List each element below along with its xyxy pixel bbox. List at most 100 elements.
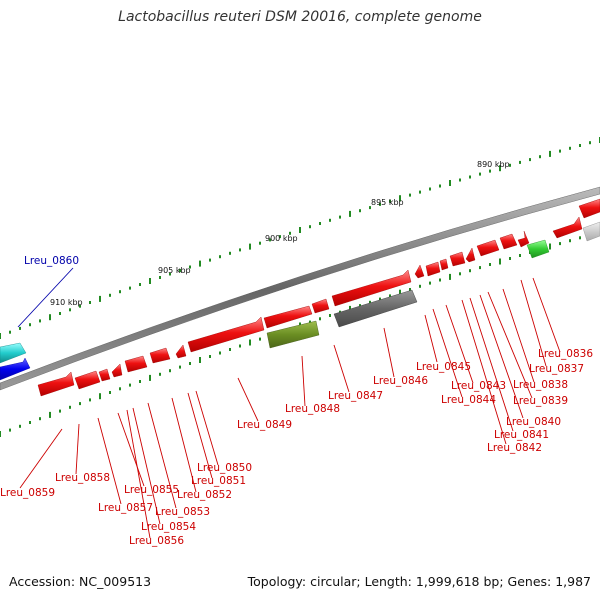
major-tick xyxy=(299,227,301,233)
major-tick xyxy=(0,333,1,339)
gene-labels: Lreu_0836 Lreu_0837 Lreu_0838 Lreu_0839 … xyxy=(0,255,593,547)
major-tick xyxy=(449,273,451,280)
minor-tick xyxy=(159,276,161,279)
gene-arrow xyxy=(124,355,148,373)
minor-tick xyxy=(229,251,231,255)
minor-tick xyxy=(329,314,331,317)
minor-tick xyxy=(9,428,11,432)
inner-scale-ring xyxy=(0,229,600,437)
minor-tick xyxy=(79,402,81,406)
leader-line xyxy=(424,314,438,363)
minor-tick xyxy=(179,365,181,369)
major-tick xyxy=(99,393,101,400)
minor-tick xyxy=(389,199,391,203)
minor-tick xyxy=(19,326,21,330)
leader-line xyxy=(126,409,151,539)
gene-label-lreu-0840: Lreu_0840 xyxy=(506,416,561,428)
gene-label-lreu-0842: Lreu_0842 xyxy=(487,442,542,454)
leader-line xyxy=(187,392,213,479)
forward-strand-genes xyxy=(37,198,600,397)
minor-tick xyxy=(479,172,481,176)
tick-label-900: 900 kbp xyxy=(265,234,298,243)
minor-tick xyxy=(509,257,511,260)
major-tick xyxy=(399,195,401,202)
minor-tick xyxy=(359,304,361,308)
minor-tick xyxy=(229,348,231,351)
accession-text: Accession: NC_009513 xyxy=(9,574,152,589)
minor-tick xyxy=(109,391,111,394)
minor-tick xyxy=(589,141,591,145)
minor-tick xyxy=(179,269,181,272)
minor-tick xyxy=(359,209,361,213)
minor-tick xyxy=(59,409,61,413)
minor-tick xyxy=(329,218,331,222)
leader-line xyxy=(461,299,507,445)
reverse-gene-grey-light xyxy=(582,221,600,242)
minor-tick xyxy=(419,190,421,194)
major-tick xyxy=(249,339,251,346)
reverse-gene-grey xyxy=(333,289,418,328)
minor-tick xyxy=(289,231,291,235)
major-tick xyxy=(49,314,51,321)
minor-tick xyxy=(29,421,31,424)
leader-line xyxy=(520,279,547,367)
gene-arrow xyxy=(111,363,123,378)
leader-line xyxy=(445,304,474,384)
leader-line xyxy=(97,417,122,505)
gene-label-lreu-0847: Lreu_0847 xyxy=(328,390,383,402)
gene-label-lreu-0843: Lreu_0843 xyxy=(451,380,506,392)
minor-tick xyxy=(409,193,411,197)
leader-line xyxy=(132,407,161,525)
leader-line xyxy=(469,297,514,432)
minor-tick xyxy=(39,319,41,323)
gene-label-lreu-0852: Lreu_0852 xyxy=(177,489,232,501)
minor-tick xyxy=(239,248,241,252)
minor-tick xyxy=(419,284,421,288)
gene-label-lreu-0853: Lreu_0853 xyxy=(155,506,210,518)
gene-cyan xyxy=(0,342,27,364)
minor-tick xyxy=(439,184,441,188)
minor-tick xyxy=(579,144,581,147)
minor-tick xyxy=(219,255,221,259)
gene-label-lreu-0837: Lreu_0837 xyxy=(529,363,584,375)
major-tick xyxy=(349,210,351,217)
leader-line xyxy=(432,308,463,398)
gene-label-lreu-0848: Lreu_0848 xyxy=(285,403,340,415)
gene-arrow xyxy=(499,233,518,250)
major-tick xyxy=(0,431,1,437)
minor-tick xyxy=(389,294,391,298)
minor-tick xyxy=(69,308,71,312)
genome-backbone xyxy=(0,186,600,391)
major-tick xyxy=(149,374,151,381)
gene-arrow xyxy=(465,247,476,263)
major-tick xyxy=(499,258,501,265)
minor-tick xyxy=(169,272,171,276)
minor-tick xyxy=(519,160,521,164)
minor-tick xyxy=(279,235,281,239)
minor-tick xyxy=(129,286,131,290)
minor-tick xyxy=(189,362,191,365)
minor-tick xyxy=(489,169,491,173)
gene-arrow xyxy=(425,261,441,277)
gene-label-lreu-0851: Lreu_0851 xyxy=(191,475,246,487)
label-leader-lines xyxy=(17,267,561,539)
minor-tick xyxy=(339,215,341,219)
leader-line xyxy=(17,267,74,328)
major-tick xyxy=(249,243,251,250)
gene-arrow xyxy=(331,269,412,307)
gene-arrow xyxy=(476,239,500,257)
major-tick xyxy=(99,295,101,302)
minor-tick xyxy=(469,269,471,273)
gene-arrow xyxy=(449,251,466,267)
minor-tick xyxy=(39,417,41,421)
gene-label-lreu-0860: Lreu_0860 xyxy=(24,255,79,267)
minor-tick xyxy=(209,258,211,262)
major-tick xyxy=(499,165,501,172)
minor-tick xyxy=(189,265,191,269)
leader-line xyxy=(19,428,63,489)
minor-tick xyxy=(219,351,221,355)
minor-tick xyxy=(259,241,261,245)
minor-tick xyxy=(129,383,131,387)
minor-tick xyxy=(569,146,571,150)
gene-arrow xyxy=(149,347,171,364)
